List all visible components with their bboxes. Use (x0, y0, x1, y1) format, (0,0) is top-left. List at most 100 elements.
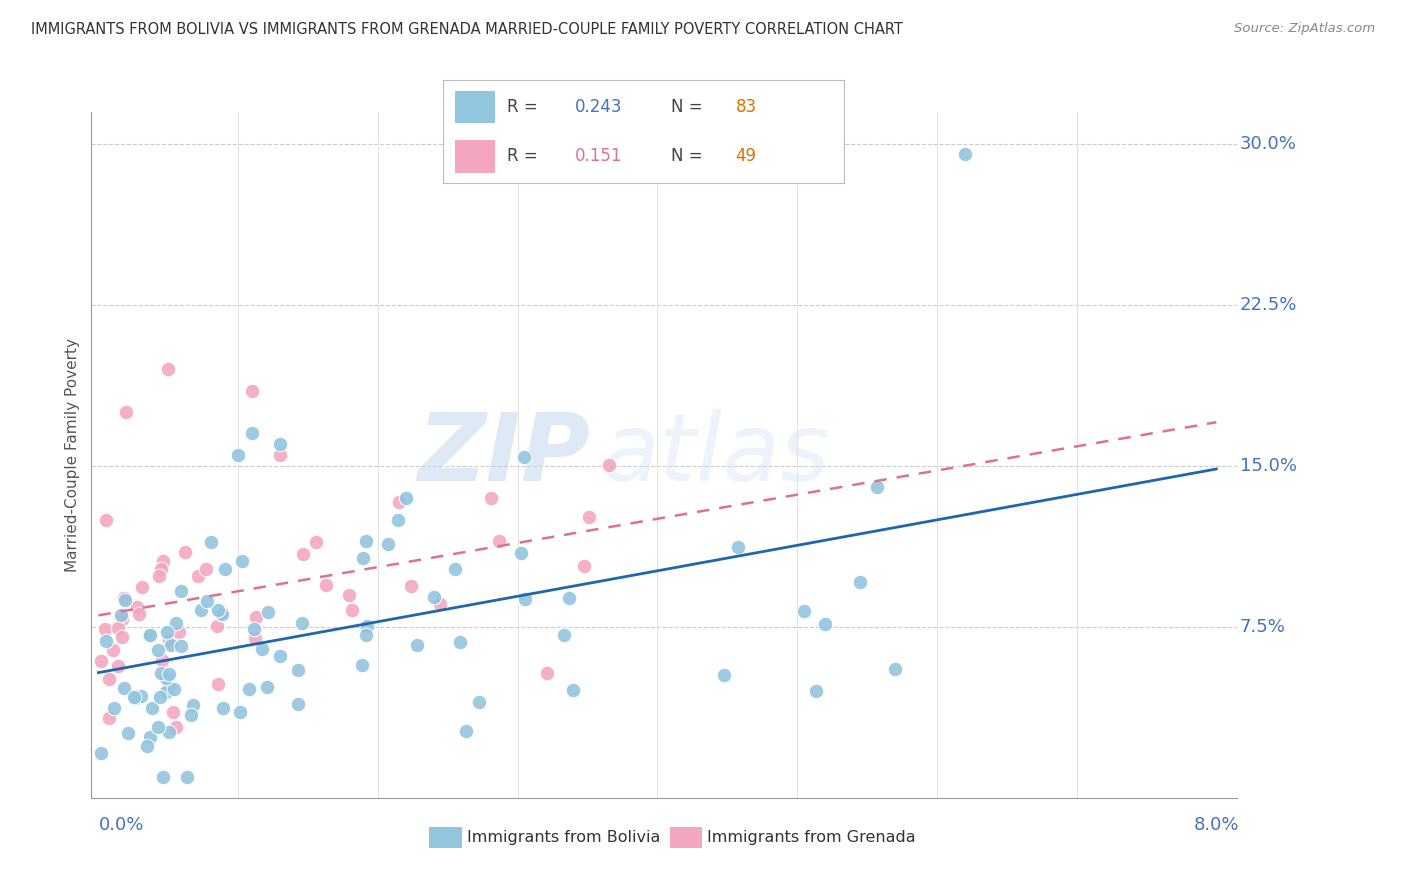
Point (269, 437, 291, 451)
Point (337, 589, 360, 603)
Point (212, 700, 235, 714)
Point (128, 607, 150, 621)
Point (94, 512, 117, 526)
Point (399, 580, 422, 594)
Point (953, 147, 976, 161)
Point (156, 625, 179, 640)
Point (231, 554, 253, 568)
Point (125, 599, 148, 614)
Text: 8.0%: 8.0% (1194, 815, 1240, 833)
Point (209, 607, 232, 621)
Point (163, 681, 186, 696)
Point (98, 710, 121, 724)
Point (250, 641, 273, 656)
Point (101, 642, 124, 657)
Point (395, 491, 418, 505)
Point (429, 597, 451, 611)
Text: 22.5%: 22.5% (1240, 295, 1296, 314)
Text: R =: R = (508, 98, 543, 116)
Bar (456, 91, 495, 123)
Point (536, 665, 558, 680)
Text: N =: N = (671, 98, 709, 116)
Text: 7.5%: 7.5% (1240, 617, 1285, 636)
Point (849, 574, 872, 589)
Point (558, 591, 581, 605)
Bar (456, 140, 495, 173)
Point (352, 550, 374, 565)
Point (150, 562, 173, 576)
Point (170, 583, 193, 598)
Point (553, 628, 575, 642)
Point (454, 724, 477, 739)
Point (152, 770, 174, 784)
Text: R =: R = (508, 147, 548, 165)
Point (387, 513, 409, 527)
Point (170, 639, 193, 653)
Point (242, 622, 264, 636)
Point (138, 628, 160, 642)
Point (155, 685, 177, 699)
Point (167, 625, 190, 640)
Point (157, 667, 180, 681)
Text: atlas: atlas (602, 409, 830, 500)
Point (139, 628, 162, 642)
Point (572, 558, 595, 573)
Point (305, 535, 328, 549)
Point (176, 770, 198, 784)
Text: 0.0%: 0.0% (98, 815, 143, 833)
Point (90, 654, 112, 668)
Point (229, 705, 252, 719)
Point (287, 698, 309, 712)
Point (183, 698, 205, 713)
Point (162, 705, 184, 719)
Text: 30.0%: 30.0% (1240, 135, 1296, 153)
Text: IMMIGRANTS FROM BOLIVIA VS IMMIGRANTS FROM GRENADA MARRIED-COUPLE FAMILY POVERTY: IMMIGRANTS FROM BOLIVIA VS IMMIGRANTS FR… (31, 22, 903, 37)
Text: Immigrants from Bolivia: Immigrants from Bolivia (467, 830, 661, 845)
Text: 15.0%: 15.0% (1240, 457, 1296, 475)
Point (561, 683, 583, 698)
Point (804, 683, 827, 698)
Point (713, 668, 735, 682)
Point (148, 568, 170, 582)
Y-axis label: Married-Couple Family Poverty: Married-Couple Family Poverty (65, 338, 80, 572)
Point (136, 739, 159, 753)
Point (160, 638, 183, 652)
Point (377, 537, 399, 551)
Point (510, 546, 533, 560)
Point (356, 628, 378, 642)
Point (114, 592, 136, 607)
Point (157, 633, 180, 648)
Point (125, 691, 148, 706)
Point (513, 592, 536, 607)
Point (157, 362, 180, 376)
Point (146, 642, 169, 657)
Point (190, 603, 212, 617)
Point (94, 634, 117, 648)
Point (354, 533, 377, 548)
Point (165, 615, 187, 630)
Point (174, 544, 197, 558)
Point (422, 590, 444, 604)
Point (269, 448, 291, 462)
Text: Immigrants from Grenada: Immigrants from Grenada (707, 830, 915, 845)
Point (598, 458, 620, 472)
Point (180, 708, 202, 723)
Point (98, 672, 121, 686)
Point (131, 580, 153, 594)
Point (94, 622, 117, 636)
Bar (671, 827, 702, 848)
Point (112, 681, 135, 695)
Point (207, 603, 229, 617)
Point (315, 578, 337, 592)
Point (245, 609, 267, 624)
Point (291, 616, 314, 631)
Point (187, 569, 209, 583)
Point (513, 450, 536, 465)
Point (214, 562, 236, 576)
Point (243, 631, 266, 645)
Point (149, 690, 172, 704)
Text: N =: N = (671, 147, 709, 165)
Point (256, 680, 278, 694)
Point (884, 662, 907, 676)
Point (488, 533, 510, 548)
